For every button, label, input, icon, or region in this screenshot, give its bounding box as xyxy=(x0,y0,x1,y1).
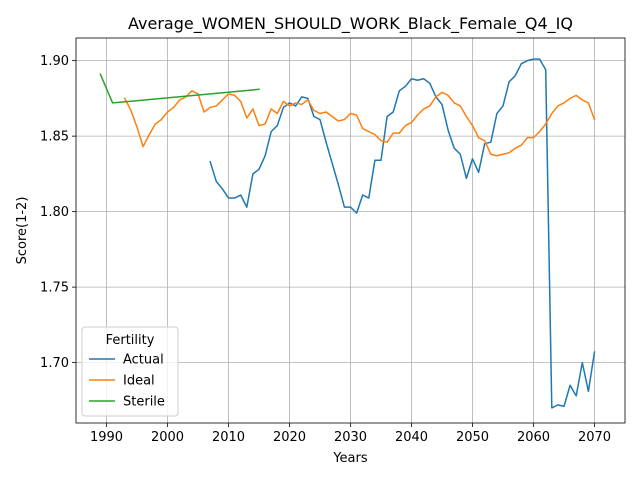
axis-ticks: 1990 2000 2010 2020 2030 2040 2050 2060 2070 1.70… xyxy=(40,54,611,445)
series-line-sterile xyxy=(99,73,260,104)
legend-label-actual: Actual xyxy=(123,353,164,368)
legend-box xyxy=(81,326,179,417)
x-tick-label: 2040 xyxy=(395,430,428,445)
x-tick-label: 2020 xyxy=(273,430,306,445)
y-tick-label: 1.80 xyxy=(40,205,69,220)
legend-items: Actual Ideal Sterile xyxy=(89,353,165,410)
series-line-actual xyxy=(209,58,596,409)
legend: Fertility Actual Ideal Sterile xyxy=(81,326,179,417)
x-tick-label: 1990 xyxy=(90,430,123,445)
y-tick-label: 1.75 xyxy=(40,281,69,296)
series-lines xyxy=(99,58,596,409)
grid xyxy=(76,38,625,423)
x-axis-label: Years xyxy=(332,451,368,466)
x-tick-label: 2030 xyxy=(334,430,367,445)
chart-title: Average_WOMEN_SHOULD_WORK_Black_Female_Q… xyxy=(128,14,573,34)
legend-label-ideal: Ideal xyxy=(123,374,155,389)
x-tick-label: 2010 xyxy=(212,430,245,445)
legend-label-sterile: Sterile xyxy=(123,395,165,410)
y-tick-label: 1.85 xyxy=(40,130,69,145)
x-tick-label: 2070 xyxy=(578,430,611,445)
y-tick-label: 1.70 xyxy=(40,356,69,371)
series-line-ideal xyxy=(123,90,596,157)
legend-title: Fertility xyxy=(106,333,155,348)
x-tick-label: 2060 xyxy=(517,430,550,445)
x-tick-label: 2000 xyxy=(151,430,184,445)
y-tick-label: 1.90 xyxy=(40,54,69,69)
y-axis-label: Score(1-2) xyxy=(15,197,30,265)
x-tick-label: 2050 xyxy=(456,430,489,445)
